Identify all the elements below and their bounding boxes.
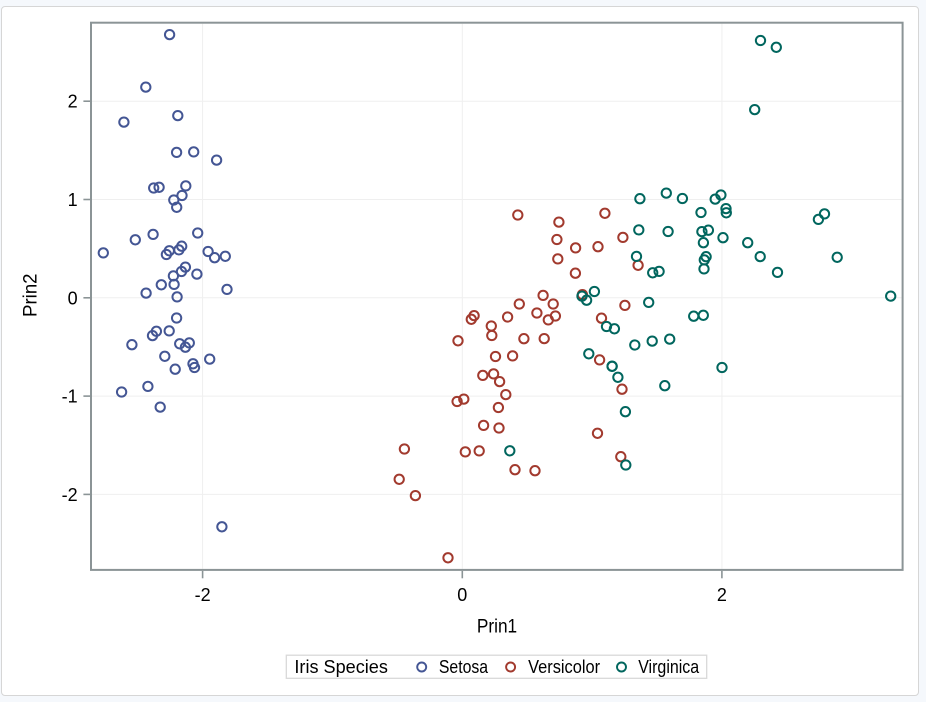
svg-text:Setosa: Setosa <box>439 657 489 677</box>
svg-text:Prin1: Prin1 <box>477 617 517 638</box>
svg-text:0: 0 <box>68 288 78 308</box>
svg-text:Versicolor: Versicolor <box>528 657 600 677</box>
svg-text:-2: -2 <box>62 485 78 505</box>
svg-text:-2: -2 <box>195 585 211 605</box>
svg-text:-1: -1 <box>62 387 78 407</box>
svg-text:2: 2 <box>717 585 727 605</box>
svg-text:Virginica: Virginica <box>638 657 700 677</box>
svg-text:2: 2 <box>68 92 78 112</box>
svg-text:1: 1 <box>68 190 78 210</box>
svg-text:Iris Species: Iris Species <box>294 657 388 677</box>
svg-text:0: 0 <box>457 585 467 605</box>
svg-text:Prin2: Prin2 <box>20 273 41 317</box>
